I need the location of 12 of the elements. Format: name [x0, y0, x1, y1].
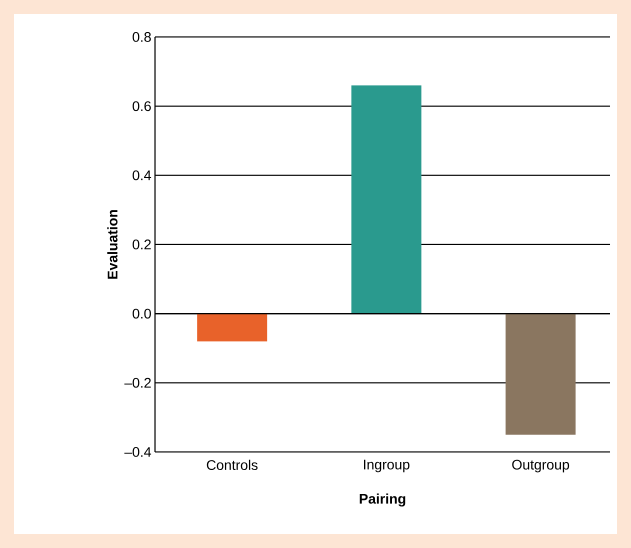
y-tick-label: –0.4: [124, 447, 152, 457]
y-tick-label: –0.2: [124, 378, 151, 388]
y-tick-label: 0.0: [132, 308, 151, 319]
y-tick-label: 0.8: [132, 32, 151, 42]
y-axis-title: Evaluation: [107, 210, 118, 279]
y-tick-label: 0.2: [132, 240, 151, 250]
x-tick-label: Ingroup: [364, 460, 410, 472]
x-axis-title: Pairing: [360, 493, 406, 507]
y-tick-label: 0.6: [132, 101, 151, 112]
x-tick-label: Controls: [206, 460, 258, 470]
y-tick-label: 0.4: [132, 170, 152, 180]
x-tick-label: Outgroup: [512, 460, 570, 472]
